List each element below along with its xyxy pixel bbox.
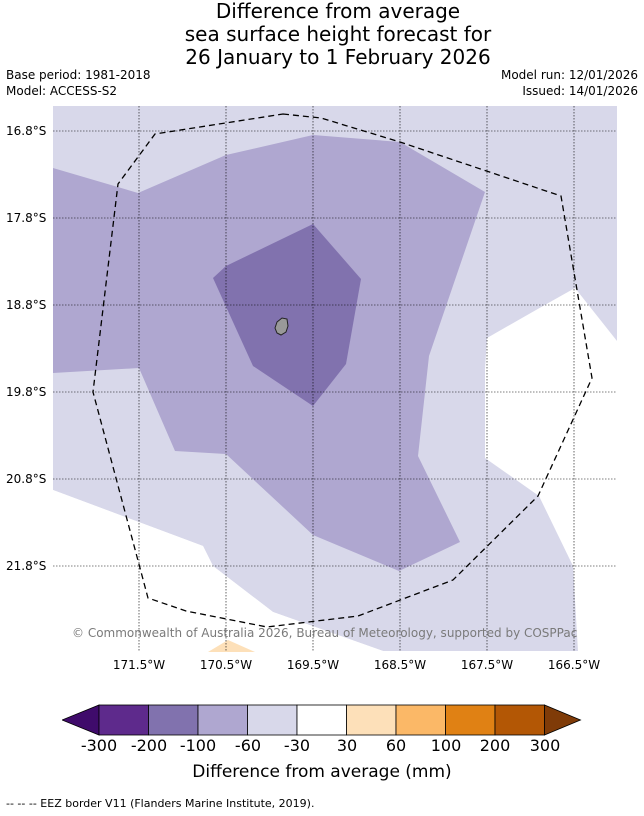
contour-pos30-60 [208,640,255,652]
contour-neutral-bottom [53,490,383,651]
lon-label-3: 169.5°W [286,658,340,672]
cbar-tick-8: 100 [430,736,462,755]
lon-label-4: 168.5°W [373,658,427,672]
cbar-tick-9: 200 [479,736,511,755]
cbar-tick-5: -30 [283,736,311,755]
meta-right: Model run: 12/01/2026 Issued: 14/01/2026 [501,67,638,99]
colorbar-extend-max [544,704,582,736]
colorbar-label: Difference from average (mm) [192,762,452,782]
lon-label-6: 166.5°W [547,658,601,672]
cbar-tick-4: -60 [234,736,262,755]
model-name: Model: ACCESS-S2 [6,84,118,98]
colorbar-svg [60,704,582,736]
lat-label-5: 20.8°S [6,472,47,486]
title-line-2: sea surface height forecast for [184,22,492,46]
colorbar-segment [247,704,298,736]
cbar-tick-10: 300 [529,736,561,755]
lon-label-2: 170.5°W [199,658,253,672]
title-line-3: 26 January to 1 February 2026 [185,45,491,69]
lat-label-3: 18.8°S [6,298,47,312]
lat-label-1: 16.8°S [6,124,47,138]
colorbar-segment [395,704,446,736]
gridlines [53,106,617,652]
cbar-tick-7: 60 [385,736,407,755]
cbar-tick-3: -100 [179,736,217,755]
cbar-tick-6: 30 [336,736,358,755]
lat-label-6: 21.8°S [6,559,47,573]
colorbar-segment [445,704,496,736]
colorbar-segment [296,704,347,736]
lon-label-5: 167.5°W [460,658,514,672]
issued-date: Issued: 14/01/2026 [522,84,638,98]
contour-neg100-200 [213,224,361,406]
chart-title: Difference from average sea surface heig… [0,0,644,69]
base-period: Base period: 1981-2018 [6,68,151,82]
map-panel [53,106,617,652]
map-svg [53,106,617,652]
cbar-tick-2: -200 [130,736,168,755]
lon-label-1: 171.5°W [112,658,166,672]
eez-legend-note: -- -- -- EEZ border V11 (Flanders Marine… [6,797,315,810]
lat-label-4: 19.8°S [6,385,47,399]
copyright-notice: © Commonwealth of Australia 2026, Bureau… [72,626,578,640]
colorbar [60,704,582,736]
colorbar-segment [98,704,149,736]
meta-left: Base period: 1981-2018 Model: ACCESS-S2 [6,67,151,99]
cbar-tick-1: -300 [80,736,118,755]
colorbar-segment [346,704,397,736]
island-land [274,317,289,336]
lat-label-2: 17.8°S [6,211,47,225]
colorbar-segment [148,704,199,736]
title-line-1: Difference from average [215,0,461,23]
colorbar-extend-min [60,704,100,736]
colorbar-segment [197,704,248,736]
colorbar-segment [494,704,545,736]
model-run: Model run: 12/01/2026 [500,68,638,82]
eez-border [92,113,593,628]
